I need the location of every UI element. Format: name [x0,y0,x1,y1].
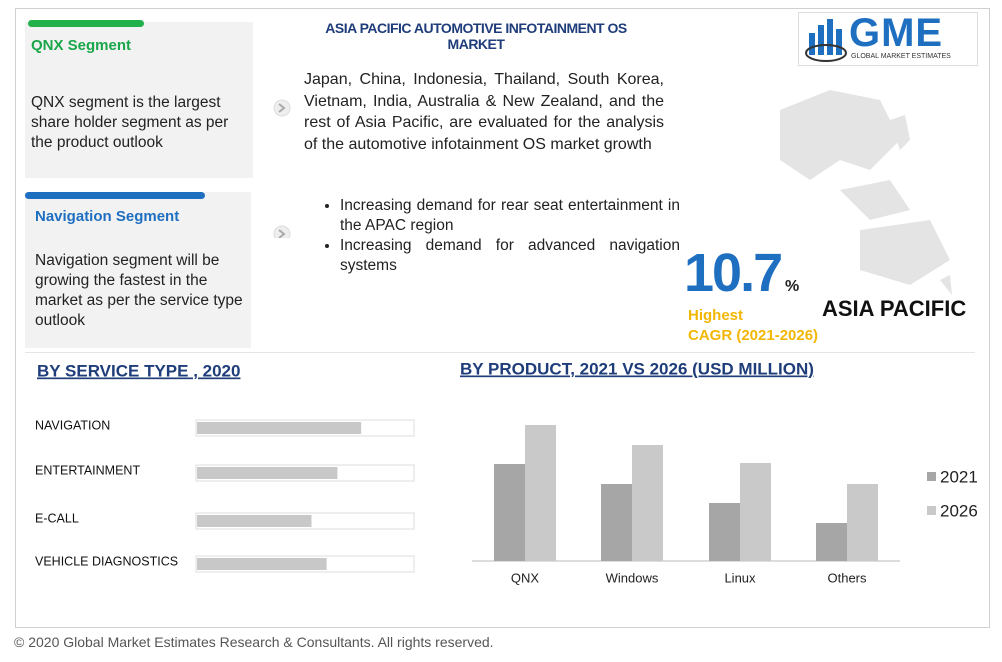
cagr-unit: % [785,278,800,295]
logo-icon [805,19,847,62]
category-label: ENTERTAINMENT [35,463,140,477]
cagr-label: Highest [688,307,744,324]
x-tick-label: Others [827,570,867,585]
bar [494,464,525,561]
segment-text: Navigation segment will be growing the f… [35,252,243,329]
bullet: Increasing demand for rear seat entertai… [340,196,680,236]
bar [601,484,632,561]
logo-text: GME [849,11,944,55]
chart-title: BY PRODUCT, 2021 VS 2026 (USD MILLION) [460,359,814,378]
bullet-list: Increasing demand for rear seat entertai… [304,196,680,276]
legend-swatch [927,506,936,515]
bar [709,503,740,561]
bullet: Increasing demand for advanced navigatio… [340,236,680,276]
divider [25,352,975,353]
bar [632,445,663,561]
segment-title: Navigation Segment [35,208,180,225]
segment-card [25,22,253,178]
map [780,90,952,295]
category-label: VEHICLE DIAGNOSTICS [35,554,178,568]
frame [15,8,990,628]
footer: © 2020 Global Market Estimates Research … [14,634,494,650]
bar [847,484,878,561]
legend-label: 2026 [940,501,978,520]
bar [197,515,312,527]
x-tick-label: Windows [606,570,659,585]
segment-title: QNX Segment [31,37,132,54]
bar [197,558,327,570]
segment-card [25,192,251,348]
x-tick-label: QNX [511,570,540,585]
bar [525,425,556,561]
bar [740,463,771,561]
region: ASIA PACIFIC [822,296,967,321]
intro-text: Japan, China, Indonesia, Thailand, South… [304,71,664,153]
cagr-value: 10.7 [684,243,783,303]
accent-bar [25,192,205,199]
charts: BY SERVICE TYPE , 2020 NAVIGATION ENTERTAI… [35,359,978,585]
segment-text: QNX segment is the largest share holder … [31,94,229,151]
logo-subtext: GLOBAL MARKET ESTIMATES [851,53,951,60]
category-label: NAVIGATION [35,418,110,432]
logo: GME GLOBAL MARKET ESTIMATES [798,11,978,66]
bar [197,422,362,434]
bar [816,523,847,561]
legend-label: 2021 [940,467,978,486]
bar [197,467,338,479]
legend-swatch [927,472,936,481]
chart-title: BY SERVICE TYPE , 2020 [37,361,240,380]
accent-bar [28,20,144,27]
category-label: E-CALL [35,511,79,525]
cagr-period: CAGR (2021-2026) [688,327,819,344]
x-tick-label: Linux [724,570,756,585]
title: ASIA PACIFIC AUTOMOTIVE INFOTAINMENT OS … [325,20,627,52]
arrows [273,99,291,238]
